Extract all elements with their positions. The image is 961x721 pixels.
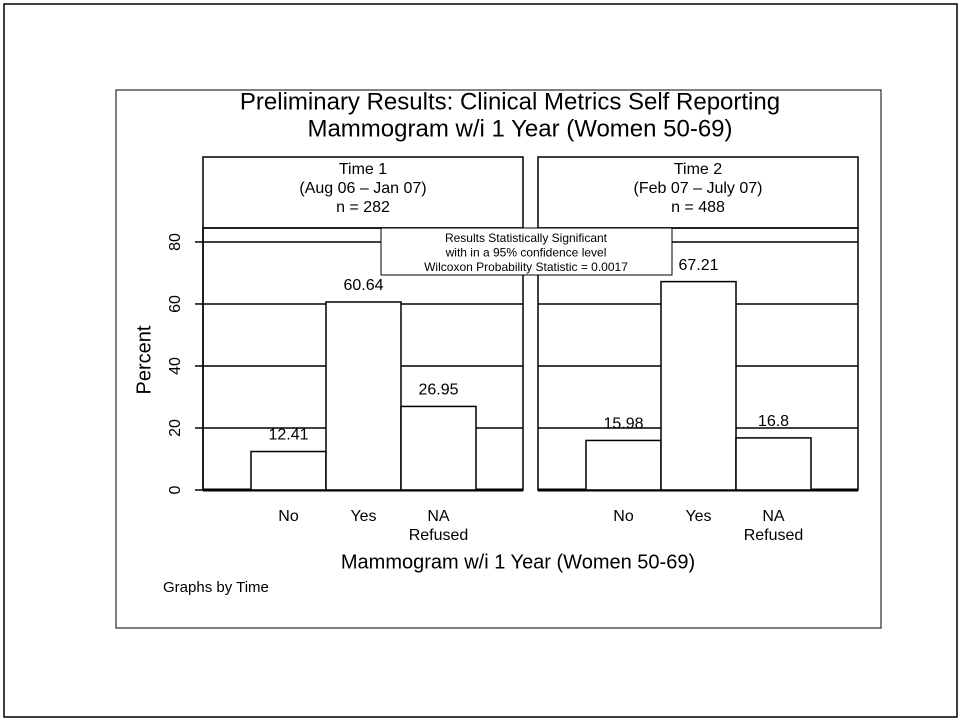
y-tick-label: 0 xyxy=(167,485,184,494)
x-tick-label: Yes xyxy=(685,508,711,525)
panel-header xyxy=(202,156,524,229)
value-label: 60.64 xyxy=(343,277,383,294)
panel-title: n = 488 xyxy=(671,199,725,216)
x-axis-label: Mammogram w/i 1 Year (Women 50-69) xyxy=(341,551,695,573)
bar xyxy=(325,301,402,491)
x-tick-label: Yes xyxy=(350,508,376,525)
y-axis-label: Percent xyxy=(133,325,155,394)
chart-title: Mammogram w/i 1 Year (Women 50-69) xyxy=(307,115,732,142)
annotation: Results Statistically Significant xyxy=(445,231,608,245)
y-tick-label: 60 xyxy=(167,295,184,313)
x-tick-label: No xyxy=(278,508,299,525)
value-label: 16.8 xyxy=(758,413,789,430)
panel-title: (Feb 07 – July 07) xyxy=(634,180,763,197)
panel-title: (Aug 06 – Jan 07) xyxy=(299,180,426,197)
y-tick-label: 40 xyxy=(167,357,184,375)
panel-header xyxy=(537,156,859,229)
annotation: Wilcoxon Probability Statistic = 0.0017 xyxy=(424,260,628,274)
value-label: 12.41 xyxy=(268,427,308,444)
y-tick-label: 80 xyxy=(167,233,184,251)
chart-title: Preliminary Results: Clinical Metrics Se… xyxy=(240,88,780,115)
panel-title: n = 282 xyxy=(336,199,390,216)
annotation-box xyxy=(380,227,673,276)
x-tick-label: NA Refused xyxy=(744,508,804,544)
bar xyxy=(250,450,327,491)
panel-title: Time 1 xyxy=(339,161,387,178)
x-tick-label: NA Refused xyxy=(409,508,469,544)
x-tick-label: No xyxy=(613,508,634,525)
bar xyxy=(660,280,737,491)
value-label: 67.21 xyxy=(678,257,718,274)
y-tick-label: 20 xyxy=(167,419,184,437)
panel-title: Time 2 xyxy=(674,161,722,178)
note: Graphs by Time xyxy=(163,579,269,596)
bar xyxy=(400,405,477,491)
value-label: 26.95 xyxy=(418,382,458,399)
value-label: 15.98 xyxy=(603,416,643,433)
bar xyxy=(735,437,812,491)
annotation: with in a 95% confidence level xyxy=(445,246,607,260)
bar xyxy=(585,439,662,491)
